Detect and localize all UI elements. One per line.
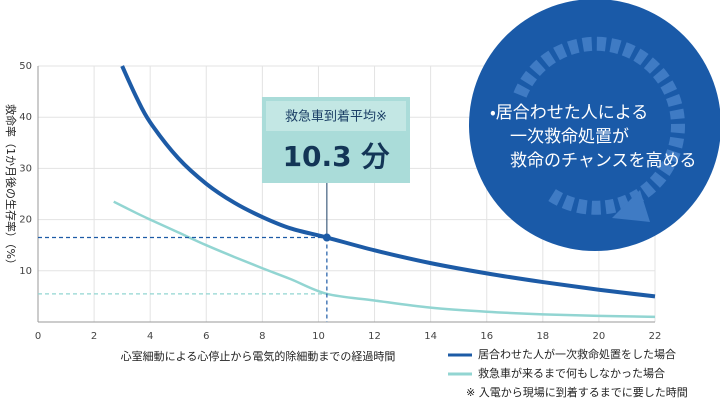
legend-label: 救急車が来るまで何もしなかった場合 xyxy=(478,366,665,380)
x-tick-label: 22 xyxy=(649,331,662,342)
y-tick-label: 50 xyxy=(19,61,32,72)
x-tick-label: 10 xyxy=(312,331,325,342)
footnote: ※ 入電から現場に到着するまでに要した時間 xyxy=(466,385,688,399)
circle-arrow xyxy=(513,36,685,215)
y-tick-label: 30 xyxy=(19,163,32,174)
x-tick-label: 14 xyxy=(424,331,437,342)
x-tick-label: 12 xyxy=(368,331,381,342)
callout: 救急車到着平均※ 10.3 分 xyxy=(262,97,410,183)
reference-point xyxy=(322,233,331,242)
message-circle: ・居合わせた人による 一次救命処置が 救命のチャンスを高める xyxy=(469,0,720,251)
y-tick-label: 20 xyxy=(19,215,32,226)
series-line xyxy=(113,200,656,319)
x-tick-label: 18 xyxy=(536,331,549,342)
y-tick-label: 10 xyxy=(19,266,32,277)
x-tick-label: 16 xyxy=(480,331,493,342)
x-axis-label: 心室細動による心停止から電気的除細動までの経過時間 xyxy=(121,349,396,363)
x-tick-label: 6 xyxy=(203,331,209,342)
callout-head xyxy=(266,101,406,131)
lines xyxy=(113,65,656,319)
x-tick-label: 0 xyxy=(35,331,41,342)
x-tick-label: 4 xyxy=(147,331,153,342)
x-tick-label: 20 xyxy=(593,331,606,342)
circle-text: 救命のチャンスを高める xyxy=(510,151,697,171)
series-line xyxy=(120,65,656,299)
circle-text: 一次救命処置が xyxy=(510,127,629,147)
legend-label: 居合わせた人が一次救命処置をした場合 xyxy=(478,347,676,361)
callout-value: 10.3 分 xyxy=(283,140,391,173)
callout-title: 救急車到着平均※ xyxy=(285,109,387,125)
annotations xyxy=(38,183,331,322)
circle-text: ・居合わせた人による xyxy=(490,103,648,123)
y-tick-label: 40 xyxy=(19,112,32,123)
x-tick-label: 2 xyxy=(91,331,97,342)
x-tick-label: 8 xyxy=(259,331,265,342)
y-axis-label: 救命率（1か月後の生存率）（%） xyxy=(4,104,18,270)
arrow-head xyxy=(612,190,650,222)
